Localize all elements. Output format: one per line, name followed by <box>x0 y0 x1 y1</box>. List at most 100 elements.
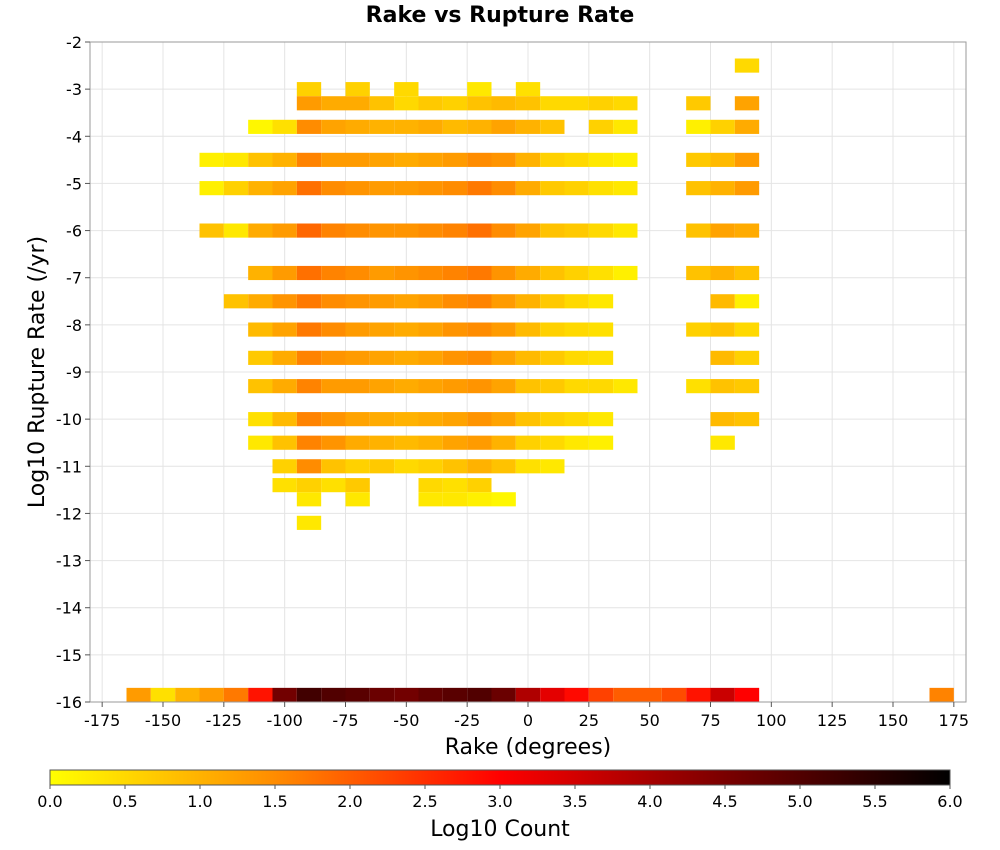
y-tick-label: -13 <box>56 552 82 571</box>
heatmap-cell <box>734 322 760 337</box>
x-axis-label: Rake (degrees) <box>445 735 612 760</box>
heatmap-cell <box>564 412 589 427</box>
heatmap-cell <box>686 181 711 196</box>
heatmap-cell <box>540 181 565 196</box>
y-axis-label: Log10 Rupture Rate (/yr) <box>25 236 50 508</box>
heatmap-cell <box>296 96 322 111</box>
heatmap-cell <box>345 265 370 281</box>
heatmap-cell <box>223 152 249 167</box>
heatmap-cell <box>710 322 735 337</box>
heatmap-cell <box>540 223 565 238</box>
heatmap-cell <box>491 687 516 702</box>
heatmap-cell <box>321 265 346 281</box>
x-tick-label: 0 <box>523 711 533 730</box>
heatmap-cell <box>515 119 541 134</box>
heatmap-cell <box>369 223 395 238</box>
heatmap-cell <box>321 181 346 196</box>
colorbar-tick-label: 1.0 <box>187 792 212 811</box>
y-tick-label: -16 <box>56 693 82 712</box>
heatmap-cell <box>613 379 638 394</box>
heatmap-cell <box>929 687 954 702</box>
heatmap-cell <box>564 322 589 337</box>
y-tick-label: -14 <box>56 599 82 618</box>
heatmap-cell <box>588 412 614 427</box>
heatmap-cell <box>394 223 419 238</box>
heatmap-cell <box>588 152 614 167</box>
heatmap-cell <box>296 181 322 196</box>
heatmap-cell <box>564 687 589 702</box>
heatmap-cell <box>418 412 443 427</box>
colorbar-tick-label: 0.5 <box>112 792 137 811</box>
heatmap-cell <box>467 152 492 167</box>
heatmap-cell <box>710 435 735 450</box>
y-tick-label: -4 <box>66 127 82 146</box>
heatmap-cell <box>442 687 468 702</box>
heatmap-cell <box>491 265 516 281</box>
heatmap-cell <box>637 687 662 702</box>
heatmap-cell <box>199 223 224 238</box>
heatmap-cell <box>296 435 322 450</box>
x-tick-label: 25 <box>579 711 599 730</box>
heatmap-cell <box>418 478 443 493</box>
heatmap-cell <box>418 350 443 365</box>
x-tick-label: 175 <box>939 711 970 730</box>
heatmap-cell <box>418 687 443 702</box>
heatmap-cell <box>442 379 468 394</box>
heatmap-cell <box>515 322 541 337</box>
x-tick-label: 125 <box>817 711 848 730</box>
heatmap-cell <box>588 223 614 238</box>
heatmap-cell <box>588 119 614 134</box>
heatmap-cell <box>345 435 370 450</box>
heatmap-cell <box>272 294 297 309</box>
heatmap-cell <box>540 435 565 450</box>
heatmap-cell <box>686 265 711 281</box>
x-tick-label: -50 <box>393 711 419 730</box>
heatmap-cell <box>418 379 443 394</box>
y-tick-label: -10 <box>56 410 82 429</box>
heatmap-cell <box>515 687 541 702</box>
colorbar-tick-label: 0.0 <box>37 792 62 811</box>
heatmap-cell <box>588 379 614 394</box>
heatmap-cell <box>613 223 638 238</box>
colorbar-label: Log10 Count <box>430 817 570 842</box>
heatmap-cell <box>175 687 200 702</box>
heatmap-cell <box>442 350 468 365</box>
heatmap-cell <box>613 687 638 702</box>
heatmap-cell <box>588 435 614 450</box>
heatmap-cell <box>272 350 297 365</box>
heatmap-cell <box>613 181 638 196</box>
heatmap-cell <box>442 294 468 309</box>
y-tick-label: -6 <box>66 222 82 241</box>
heatmap-cell <box>272 119 297 134</box>
heatmap-cell <box>467 96 492 111</box>
colorbar-tick-label: 5.0 <box>787 792 812 811</box>
heatmap-cell <box>394 322 419 337</box>
heatmap-cell <box>223 687 249 702</box>
heatmap-cell <box>296 119 322 134</box>
colorbar-tick-label: 3.0 <box>487 792 512 811</box>
heatmap-cell <box>442 223 468 238</box>
heatmap-cell <box>734 379 760 394</box>
colorbar-tick-label: 4.5 <box>712 792 737 811</box>
heatmap-cell <box>394 265 419 281</box>
heatmap-cell <box>345 492 370 507</box>
heatmap-cell <box>467 379 492 394</box>
heatmap-cell <box>442 322 468 337</box>
heatmap-cell <box>321 350 346 365</box>
heatmap-cell <box>345 350 370 365</box>
heatmap-cell <box>442 265 468 281</box>
heatmap-cell <box>661 687 687 702</box>
heatmap-cell <box>248 223 273 238</box>
heatmap-cell <box>613 265 638 281</box>
heatmap-cell <box>394 152 419 167</box>
heatmap-cell <box>588 350 614 365</box>
heatmap-cell <box>369 459 395 474</box>
y-tick-label: -2 <box>66 33 82 52</box>
y-tick-label: -8 <box>66 316 82 335</box>
heatmap-cell <box>710 223 735 238</box>
heatmap-cells <box>126 58 954 702</box>
heatmap-cell <box>734 687 760 702</box>
heatmap-cell <box>345 478 370 493</box>
heatmap-cell <box>564 435 589 450</box>
colorbar-tick-label: 6.0 <box>937 792 962 811</box>
